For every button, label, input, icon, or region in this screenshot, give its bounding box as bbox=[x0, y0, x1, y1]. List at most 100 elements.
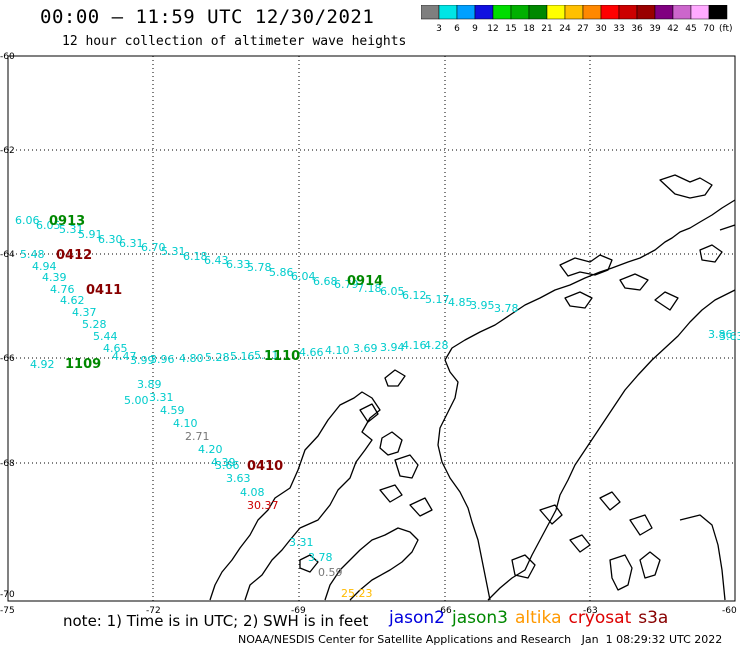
color-scale-label: 6 bbox=[454, 24, 460, 34]
wave-height-label: 4.39 bbox=[42, 271, 67, 284]
legend-item-altika: altika bbox=[515, 608, 562, 628]
wave-height-label: 5.78 bbox=[247, 261, 272, 274]
wave-height-label: 3.99 bbox=[130, 354, 155, 367]
wave-height-label: 6.04 bbox=[291, 270, 316, 283]
wave-height-label: 3.89 bbox=[137, 378, 162, 391]
wave-height-label: 4.16 bbox=[402, 339, 427, 352]
color-swatch bbox=[492, 5, 512, 20]
lat-label: -70 bbox=[0, 590, 15, 600]
wave-height-label: 3.63 bbox=[719, 330, 740, 343]
color-scale-label: 42 bbox=[667, 24, 678, 34]
wave-height-label: 5.91 bbox=[78, 228, 103, 241]
wave-height-label: 6.79 bbox=[334, 278, 359, 291]
wave-height-label: 6.06 bbox=[15, 214, 40, 227]
wave-height-label: 3.96 bbox=[150, 353, 175, 366]
pass-time-label: 0914 bbox=[347, 274, 383, 289]
credit-line: NOAA/NESDIS Center for Satellite Applica… bbox=[238, 633, 723, 646]
color-scale-label: 24 bbox=[559, 24, 571, 34]
lat-label: -62 bbox=[0, 146, 15, 156]
color-swatch bbox=[618, 5, 638, 20]
wave-height-label: 6.18 bbox=[183, 250, 208, 263]
color-swatch bbox=[456, 5, 476, 20]
wave-height-label: 4.92 bbox=[30, 358, 55, 371]
color-scale-label: 21 bbox=[541, 24, 552, 34]
lon-label: -63 bbox=[583, 606, 598, 616]
pass-time-label: 1110 bbox=[264, 349, 300, 364]
wave-height-label: 2.71 bbox=[185, 430, 210, 443]
pass-time-label: 0410 bbox=[247, 459, 283, 474]
wave-height-label: 4.08 bbox=[240, 486, 265, 499]
graticule bbox=[8, 56, 735, 601]
lon-label: -75 bbox=[0, 606, 15, 616]
wave-height-label: 3.66 bbox=[215, 459, 240, 472]
color-scale-label: 30 bbox=[595, 24, 607, 34]
wave-height-label: 5.00 bbox=[124, 394, 149, 407]
wave-height-label: 3.31 bbox=[149, 391, 174, 404]
color-swatch bbox=[564, 5, 584, 20]
legend-item-jason3: jason3 bbox=[452, 608, 508, 628]
color-scale-label: 36 bbox=[631, 24, 643, 34]
lat-label: -66 bbox=[0, 354, 15, 364]
wave-height-label: 4.10 bbox=[325, 344, 350, 357]
wave-height-label: 6.05 bbox=[380, 285, 405, 298]
wave-height-label: 4.47 bbox=[112, 350, 137, 363]
color-swatch bbox=[528, 5, 548, 20]
color-swatch bbox=[600, 5, 620, 20]
satellite-legend: jason2 jason3 altika cryosat s3a bbox=[389, 608, 675, 628]
wave-height-label: 4.28 bbox=[424, 339, 449, 352]
wave-height-label: 4.76 bbox=[50, 283, 75, 296]
wave-height-label: 3.63 bbox=[226, 472, 251, 485]
wave-height-label: 4.62 bbox=[60, 294, 85, 307]
page-title: 00:00 – 11:59 UTC 12/30/2021 bbox=[40, 6, 375, 28]
wave-height-label: 4.94 bbox=[32, 260, 57, 273]
wave-height-label: 6.31 bbox=[119, 237, 144, 250]
wave-height-label: 6.05 bbox=[36, 219, 61, 232]
color-scale-label: 27 bbox=[577, 24, 588, 34]
color-swatch bbox=[672, 5, 692, 20]
lat-label: -68 bbox=[0, 459, 15, 469]
wave-height-label: 3.94 bbox=[380, 341, 405, 354]
color-scale-label: 18 bbox=[523, 24, 535, 34]
wave-height-label: 25.23 bbox=[341, 587, 373, 600]
wave-height-label: 30.37 bbox=[247, 499, 279, 512]
color-swatch bbox=[438, 5, 458, 20]
wave-height-label: 4.80 bbox=[179, 352, 204, 365]
color-scale-label: 3 bbox=[436, 24, 442, 34]
color-swatch bbox=[474, 5, 494, 20]
wave-height-label: 4.37 bbox=[72, 306, 97, 319]
wave-height-label: 3.31 bbox=[289, 536, 314, 549]
wave-height-label: 4.39 bbox=[211, 456, 236, 469]
pass-time-label: 1109 bbox=[65, 357, 101, 372]
lon-label: -60 bbox=[722, 606, 737, 616]
wave-height-label: 7.18 bbox=[357, 282, 382, 295]
color-swatch bbox=[636, 5, 656, 20]
wave-height-label: 3.69 bbox=[353, 342, 378, 355]
wave-height-label: 4.59 bbox=[160, 404, 185, 417]
color-scale-label: 9 bbox=[472, 24, 478, 34]
color-swatch bbox=[510, 5, 530, 20]
color-scale-label: 45 bbox=[685, 24, 696, 34]
wave-height-label: 3.86 bbox=[708, 328, 733, 341]
legend-item-jason2: jason2 bbox=[389, 608, 445, 628]
pass-time-label: 0913 bbox=[49, 214, 85, 229]
wave-height-label: 3.78 bbox=[308, 551, 333, 564]
color-scale-label: 70 bbox=[703, 24, 715, 34]
lon-label: -72 bbox=[146, 606, 161, 616]
wave-height-label: 6.30 bbox=[98, 233, 123, 246]
color-scale-label: 39 bbox=[649, 24, 661, 34]
color-scale-unit: (ft) bbox=[719, 24, 733, 34]
wave-height-label: 3.95 bbox=[470, 299, 495, 312]
wave-height-label: 4.65 bbox=[103, 342, 128, 355]
wave-height-label: 4.85 bbox=[448, 296, 473, 309]
wave-height-label: 0.59 bbox=[318, 566, 343, 579]
color-swatch bbox=[546, 5, 566, 20]
wave-height-label: 5.31 bbox=[59, 223, 84, 236]
lat-label: -60 bbox=[0, 52, 15, 62]
color-swatch bbox=[654, 5, 674, 20]
wave-height-label: 5.86 bbox=[269, 266, 294, 279]
color-scale-label: 12 bbox=[487, 24, 498, 34]
coastline bbox=[209, 174, 736, 601]
wave-height-label: 5.28 bbox=[82, 318, 107, 331]
color-swatch bbox=[708, 5, 728, 20]
